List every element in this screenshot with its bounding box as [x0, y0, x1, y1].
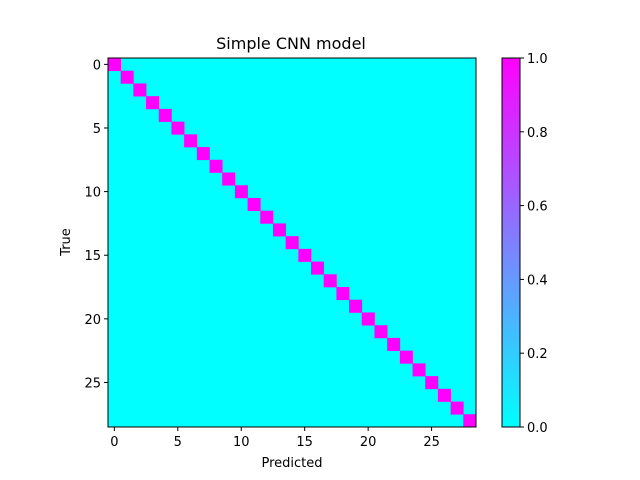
- x-tick-label: 25: [423, 435, 440, 450]
- y-axis-label: True: [59, 228, 74, 257]
- diagonal-cell: [311, 261, 325, 275]
- diagonal-cell: [184, 134, 198, 148]
- diagonal-cell: [209, 159, 223, 173]
- y-axis-ticks: 0 5 10 15 20 25: [84, 58, 108, 391]
- diagonal-cell: [425, 376, 439, 390]
- diagonal-cell: [260, 210, 274, 224]
- colorbar: [501, 57, 521, 428]
- diagonal-cell: [463, 414, 477, 428]
- diagonal-cell: [387, 337, 401, 351]
- diagonal-cell: [133, 83, 147, 97]
- diagonal-cell: [108, 58, 121, 72]
- colorbar-tick-label: 1.0: [527, 52, 548, 67]
- diagonal-cell: [285, 236, 299, 250]
- y-tick-label: 0: [93, 58, 101, 73]
- y-tick-label: 20: [84, 313, 101, 328]
- diagonal-cell: [349, 299, 363, 313]
- diagonal-cell: [120, 70, 134, 84]
- diagonal-cell: [450, 401, 464, 415]
- y-tick-label: 10: [84, 186, 101, 201]
- colorbar-tick-label: 0.2: [527, 347, 548, 362]
- y-tick-label: 15: [84, 249, 101, 264]
- diagonal-cell: [399, 350, 413, 364]
- diagonal-cell: [196, 147, 210, 161]
- x-axis-ticks: 0 5 10 15 20 25: [110, 427, 440, 450]
- diagonal-cell: [298, 248, 312, 262]
- diagonal-cell: [272, 223, 286, 237]
- x-tick-label: 20: [360, 435, 377, 450]
- colorbar-tick-label: 0.4: [527, 273, 548, 288]
- x-axis-label: Predicted: [261, 456, 322, 471]
- plot-frame: [107, 57, 477, 428]
- diagonal-cell: [361, 312, 375, 326]
- heatmap-cells: [108, 58, 477, 428]
- diagonal-cell: [412, 363, 426, 377]
- x-tick-label: 10: [233, 435, 250, 450]
- diagonal-cell: [234, 185, 248, 199]
- diagonal-cell: [336, 287, 350, 301]
- x-tick-label: 15: [296, 435, 313, 450]
- y-tick-label: 25: [84, 376, 101, 391]
- diagonal-cell: [158, 108, 172, 122]
- diagonal-cell: [247, 197, 261, 211]
- x-tick-label: 0: [110, 435, 118, 450]
- colorbar-tick-label: 0.6: [527, 200, 548, 215]
- diagonal-cell: [146, 96, 160, 110]
- colorbar-ticks: 0.0 0.2 0.4 0.6 0.8 1.0: [520, 52, 548, 436]
- diagonal-cell: [222, 172, 236, 186]
- diagonal-cell: [437, 388, 451, 402]
- colorbar-tick-label: 0.8: [527, 126, 548, 141]
- colorbar-tick-label: 0.0: [527, 421, 548, 436]
- chart-title: Simple CNN model: [216, 34, 366, 53]
- diagonal-cell: [171, 121, 185, 135]
- diagonal-cell: [374, 325, 388, 339]
- x-tick-label: 5: [174, 435, 182, 450]
- y-tick-label: 5: [93, 122, 101, 137]
- diagonal-cell: [323, 274, 337, 288]
